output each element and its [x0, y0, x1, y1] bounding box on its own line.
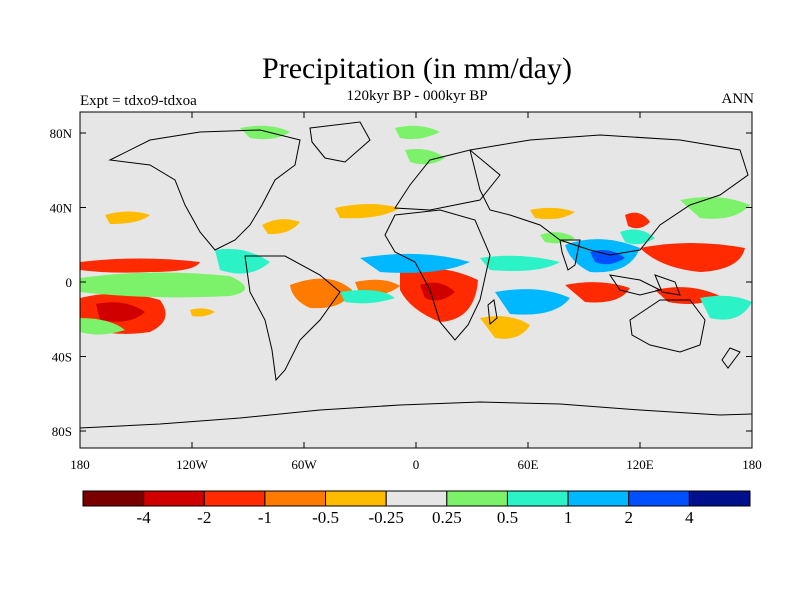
y-tick-label: 80S	[52, 424, 72, 439]
colorbar-swatch	[628, 490, 690, 507]
y-axis: 80N 40N 0 40S 80S	[50, 126, 752, 439]
colorbar-label: 0.5	[497, 508, 518, 527]
x-tick-label: 120E	[626, 457, 654, 472]
experiment-label: Expt = tdxo9-tdxoa	[80, 93, 197, 109]
colorbar-swatch	[567, 490, 630, 507]
colorbar-swatch	[264, 490, 327, 507]
anomaly-fields	[80, 125, 752, 339]
x-tick-label: 180	[742, 457, 762, 472]
x-tick-label: 0	[413, 457, 420, 472]
colorbar: -4 -2 -1 -0.5 -0.25 0.25 0.5 1 2 4	[82, 490, 751, 527]
colorbar-label: -1	[258, 508, 272, 527]
x-axis: 180 120W 60W 0 60E 120E 180	[70, 112, 762, 472]
colorbar-label: -0.5	[312, 508, 339, 527]
figure-title: Precipitation (in mm/day)	[262, 52, 572, 85]
colorbar-label: 1	[564, 508, 573, 527]
x-tick-label: 60W	[291, 457, 317, 472]
x-tick-label: 120W	[176, 457, 209, 472]
colorbar-label: 4	[685, 508, 694, 527]
colorbar-swatch	[203, 490, 266, 507]
colorbar-label: 0.25	[432, 508, 462, 527]
colorbar-swatch	[506, 490, 569, 507]
x-tick-label: 180	[70, 457, 90, 472]
colorbar-label: -0.25	[368, 508, 403, 527]
coastlines	[80, 121, 752, 429]
colorbar-swatch	[446, 490, 508, 507]
colorbar-swatch	[385, 490, 448, 507]
colorbar-label: -2	[197, 508, 211, 527]
colorbar-label: -4	[137, 508, 152, 527]
figure-subtitle: 120kyr BP - 000kyr BP	[346, 88, 488, 104]
y-tick-label: 40N	[50, 201, 73, 216]
colorbar-swatch	[688, 490, 751, 507]
colorbar-label: 2	[624, 508, 633, 527]
y-tick-label: 0	[66, 275, 73, 290]
season-label: ANN	[721, 91, 755, 107]
y-tick-label: 80N	[50, 126, 73, 141]
x-tick-label: 60E	[518, 457, 539, 472]
colorbar-swatch	[325, 490, 387, 507]
colorbar-swatch	[82, 490, 145, 507]
colorbar-swatch	[143, 490, 205, 507]
y-tick-label: 40S	[52, 350, 72, 365]
